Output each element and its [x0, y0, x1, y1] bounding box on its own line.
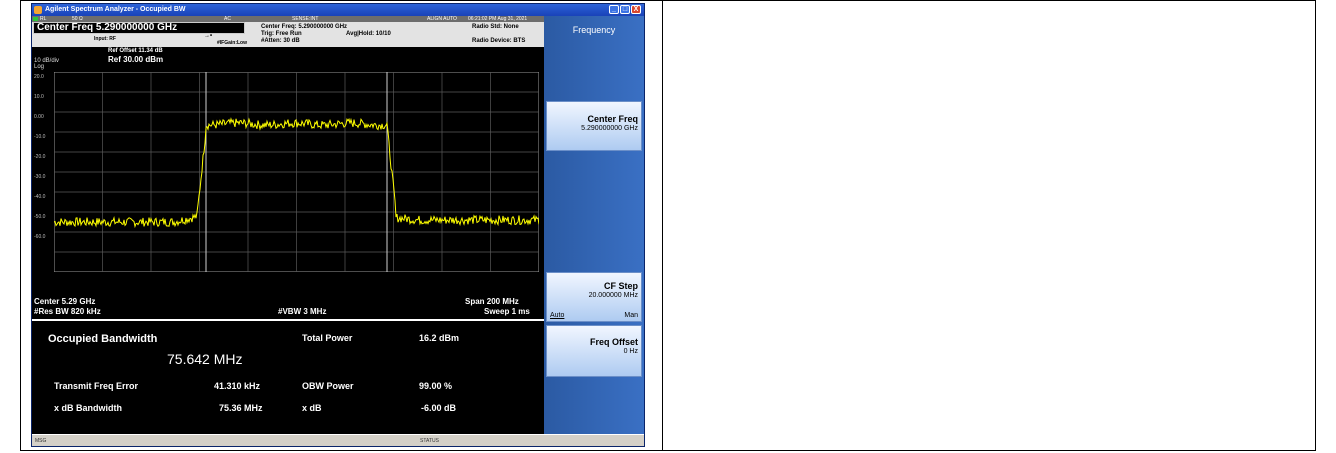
scale-per-div: 10 dB/div	[34, 58, 60, 64]
results-panel: Occupied Bandwidth 75.642 MHz Total Powe…	[32, 319, 544, 434]
softkey-panel: Frequency Center Freq 5.290000000 GHz CF…	[544, 16, 644, 434]
coupling-indicator: AC	[224, 16, 231, 22]
y-axis-label: -20.0	[34, 154, 46, 160]
message-bar: MSG STATUS	[32, 434, 644, 446]
center-freq-softkey-label: Center Freq	[587, 114, 638, 124]
freq-offset-softkey-value: 0 Hz	[623, 348, 638, 355]
rl-indicator: RL	[40, 16, 47, 22]
window-title: Agilent Spectrum Analyzer - Occupied BW	[45, 6, 186, 13]
arrow-icon: →•	[204, 33, 213, 39]
avg-hold-setting: Avg|Hold: 10/10	[346, 31, 391, 37]
freq-offset-softkey[interactable]: Freq Offset 0 Hz	[546, 325, 642, 377]
y-axis-label: -10.0	[34, 134, 46, 140]
obw-value: 75.642 MHz	[167, 351, 243, 367]
span-readout: Span 200 MHz	[465, 297, 519, 306]
total-power-label: Total Power	[302, 333, 353, 343]
y-axis-label: 20.0	[34, 74, 44, 80]
minimize-button[interactable]: _	[609, 5, 619, 14]
cf-step-softkey-value: 20.000000 MHz	[588, 292, 638, 299]
xdb-bandwidth-label: x dB Bandwidth	[54, 403, 122, 413]
analyzer-window: Agilent Spectrum Analyzer - Occupied BW …	[31, 3, 645, 447]
xdb-value: -6.00 dB	[421, 403, 457, 413]
center-freq-readout: Center 5.29 GHz	[34, 297, 96, 306]
radio-device: Radio Device: BTS	[472, 38, 526, 44]
xdb-bandwidth-value: 75.36 MHz	[219, 403, 263, 413]
status-label: STATUS	[420, 438, 439, 444]
measurement-settings: Input: RF #IFGain:Low →• Center Freq: 5.…	[32, 22, 544, 47]
msg-label: MSG	[35, 438, 47, 444]
datetime: 06:21:02 PM Aug 31, 2021	[468, 16, 528, 22]
cf-step-softkey[interactable]: CF Step 20.000000 MHz Auto Man	[546, 272, 642, 322]
maximize-button[interactable]: □	[620, 5, 630, 14]
obw-power-value: 99.00 %	[419, 381, 453, 391]
transmit-freq-error-value: 41.310 kHz	[214, 381, 261, 391]
close-button[interactable]: X	[631, 5, 641, 14]
res-bw-readout: #Res BW 820 kHz	[34, 307, 101, 316]
log-scale: Log	[34, 64, 45, 70]
total-power-value: 16.2 dBm	[419, 333, 460, 343]
rl-led-icon	[33, 17, 38, 21]
vbw-readout: #VBW 3 MHz	[278, 307, 327, 316]
menu-title: Frequency	[572, 25, 616, 35]
obw-power-label: OBW Power	[302, 381, 354, 391]
cf-step-man[interactable]: Man	[624, 312, 638, 319]
ref-level: Ref 30.00 dBm	[108, 55, 164, 64]
y-axis-label: -50.0	[34, 214, 46, 220]
transmit-freq-error-label: Transmit Freq Error	[54, 381, 139, 391]
y-axis-label: -30.0	[34, 174, 46, 180]
radio-std: Radio Std: None	[472, 24, 519, 30]
center-freq-softkey[interactable]: Center Freq 5.290000000 GHz	[546, 101, 642, 151]
obw-label: Occupied Bandwidth	[48, 333, 158, 345]
y-axis-label: 0.00	[34, 114, 44, 120]
cf-step-softkey-label: CF Step	[603, 281, 638, 291]
spectrum-plot	[54, 72, 539, 272]
freq-offset-softkey-label: Freq Offset	[589, 337, 638, 347]
sweep-readout: Sweep 1 ms	[484, 307, 530, 316]
align-indicator: ALIGN AUTO	[427, 16, 457, 22]
ifgain-setting: #IFGain:Low	[217, 40, 247, 46]
title-bar: Agilent Spectrum Analyzer - Occupied BW …	[32, 4, 644, 16]
ref-offset: Ref Offset 11.34 dB	[108, 48, 163, 54]
right-table-cell	[662, 0, 1316, 451]
input-setting: Input: RF	[94, 36, 116, 42]
trigger-setting: Trig: Free Run	[261, 31, 302, 37]
cf-step-auto[interactable]: Auto	[550, 312, 565, 319]
y-axis-label: 10.0	[34, 94, 44, 100]
sense-indicator: SENSE:INT	[292, 16, 319, 22]
center-freq-title: Center Freq 5.290000000 GHz	[33, 22, 245, 34]
center-freq-softkey-value: 5.290000000 GHz	[581, 125, 638, 132]
xdb-label: x dB	[302, 403, 322, 413]
y-axis-label: -40.0	[34, 194, 46, 200]
center-freq-detail: Center Freq: 5.290000000 GHz	[261, 24, 348, 30]
impedance-indicator: 50 Ω	[72, 16, 83, 22]
trace-display: Ref Offset 11.34 dB Ref 30.00 dBm 10 dB/…	[32, 47, 544, 319]
y-axis-label: -60.0	[34, 234, 46, 240]
grid	[54, 72, 539, 272]
app-icon	[34, 6, 42, 14]
attenuation-setting: #Atten: 30 dB	[261, 38, 300, 44]
spectrum-trace	[54, 117, 539, 229]
status-strip: RL 50 Ω AC SENSE:INT ALIGN AUTO 06:21:02…	[32, 16, 544, 22]
